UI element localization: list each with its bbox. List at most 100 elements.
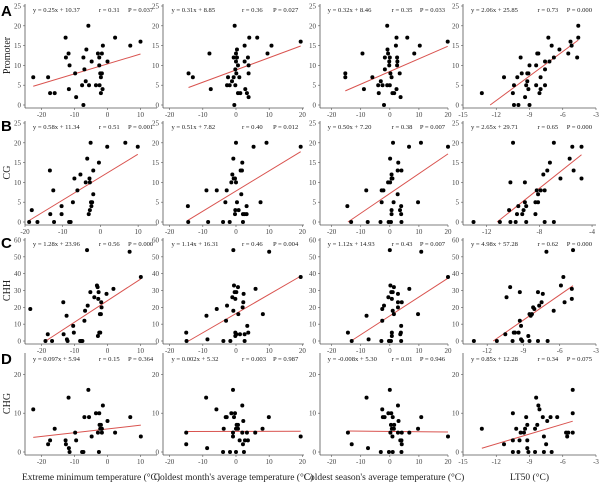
data-point [231, 415, 236, 420]
data-point [536, 51, 541, 56]
p-value: P = 0.037 [128, 7, 154, 14]
data-point [245, 323, 250, 328]
x-axis-label: LT50 (°C) [510, 472, 549, 483]
y-tick-label: 0 [313, 219, 317, 227]
regression-line [33, 424, 141, 438]
p-value: P = 0.000 [567, 241, 593, 248]
data-point [232, 212, 237, 217]
data-point [533, 426, 538, 431]
data-point [561, 275, 566, 280]
correlation-r: r = 0.34 [537, 356, 558, 363]
data-point [123, 140, 128, 145]
panel-c-3: 0 10 20 30 40 50 60 -20 -10 0 10 20 y = 1.12x + 14.9… [309, 237, 452, 356]
data-point [576, 35, 581, 40]
data-point [538, 87, 543, 92]
data-point [48, 91, 53, 96]
data-point [524, 220, 529, 224]
data-point [366, 446, 370, 451]
data-point [233, 140, 238, 145]
data-point [238, 91, 243, 96]
data-point [524, 415, 529, 420]
data-point [547, 160, 552, 165]
y-tick-label: 30 [14, 287, 22, 295]
data-point [234, 200, 239, 205]
data-point [135, 144, 140, 149]
data-point [546, 35, 551, 40]
data-point [398, 330, 403, 335]
data-point [61, 332, 66, 337]
data-point [184, 339, 189, 343]
data-point [389, 330, 394, 335]
x-tick-label: 0 [106, 458, 110, 466]
x-tick-label: -20 [20, 228, 30, 236]
data-point [391, 140, 396, 145]
data-point [522, 180, 527, 185]
data-point [184, 442, 189, 447]
data-point [416, 312, 421, 317]
regression-line [45, 278, 142, 342]
data-point [85, 303, 90, 308]
data-point [86, 212, 91, 217]
data-point [394, 35, 399, 40]
data-point [81, 103, 86, 107]
data-point [361, 87, 366, 92]
data-point [551, 55, 556, 60]
data-point [529, 312, 534, 317]
data-point [265, 51, 270, 56]
correlation-r: r = 0.56 [99, 241, 120, 248]
data-point [225, 303, 230, 308]
data-point [519, 323, 524, 328]
data-point [232, 23, 237, 28]
data-point [517, 290, 522, 295]
data-point [503, 332, 508, 337]
data-point [512, 330, 517, 335]
data-point [386, 295, 391, 300]
y-tick-label: 5 [156, 199, 160, 207]
x-tick-label: 20 [445, 111, 453, 119]
data-point [518, 430, 523, 435]
data-point [471, 220, 476, 224]
data-point [390, 290, 395, 295]
x-tick-label: -9 [521, 347, 527, 355]
x-tick-label: -20 [37, 458, 47, 466]
data-point [231, 434, 236, 439]
data-point [221, 339, 226, 343]
data-point [223, 200, 228, 205]
data-point [537, 303, 542, 308]
data-point [230, 172, 235, 177]
data-point [184, 330, 189, 335]
data-point [247, 35, 252, 40]
data-point [99, 71, 104, 76]
x-tick-label: -10 [58, 228, 68, 236]
data-point [376, 91, 381, 96]
data-point [98, 422, 103, 427]
data-point [85, 248, 90, 253]
data-point [419, 415, 424, 420]
y-tick-label: 20 [152, 304, 160, 312]
data-point [298, 275, 303, 280]
data-point [540, 291, 545, 296]
data-point [536, 192, 541, 197]
data-point [71, 323, 76, 328]
x-tick-label: -20 [165, 111, 175, 119]
data-point [298, 144, 303, 149]
y-tick-label: 40 [14, 270, 22, 278]
data-point [224, 188, 229, 193]
data-point [399, 339, 404, 343]
data-point [113, 430, 118, 435]
y-tick-label: 15 [452, 42, 460, 50]
y-tick-label: 10 [14, 62, 22, 70]
data-point [232, 176, 237, 181]
x-tick-label: -15 [458, 458, 468, 466]
x-tick-label: 20 [299, 347, 307, 355]
data-point [396, 160, 401, 165]
data-point [524, 204, 529, 209]
y-tick-label: 0 [156, 102, 160, 110]
x-tick-label: -20 [165, 347, 175, 355]
data-point [82, 415, 87, 420]
y-tick-label: 0 [18, 338, 22, 346]
data-point [240, 305, 245, 310]
data-point [386, 51, 391, 56]
regression-line [350, 277, 449, 342]
y-tick-label: 5 [456, 82, 460, 90]
